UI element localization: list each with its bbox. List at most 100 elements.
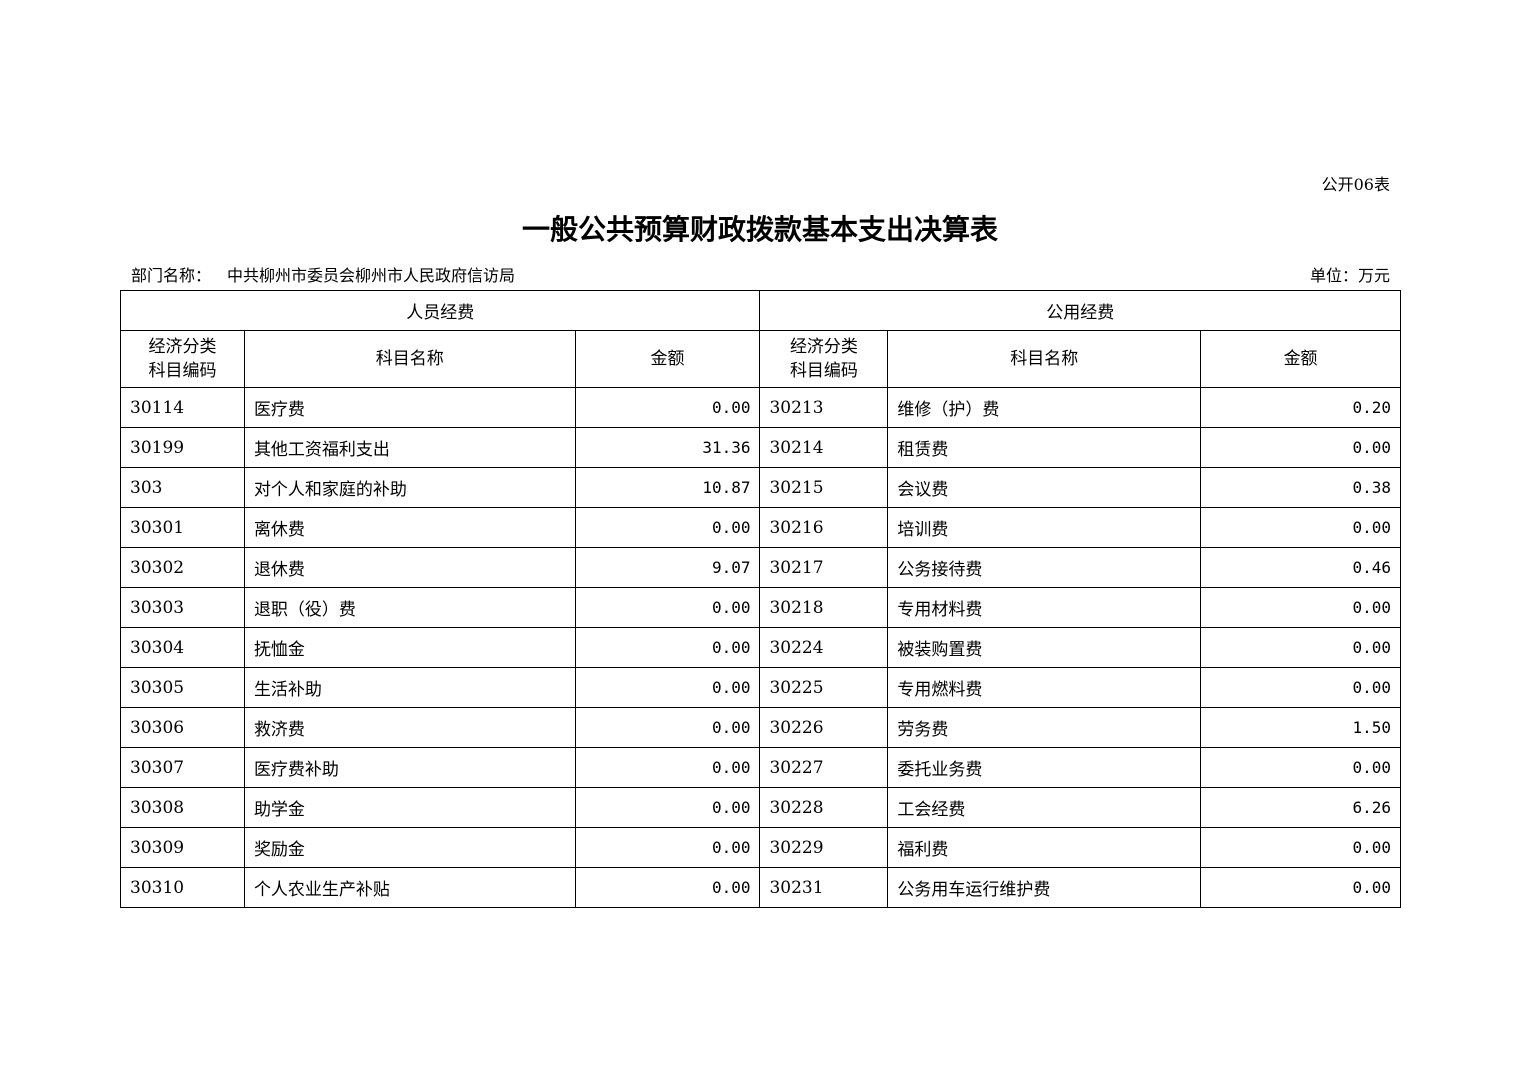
cell-amount: 1.50 [1200,707,1401,748]
cell-code: 30114 [120,387,245,428]
cell-amount: 0.00 [574,387,761,428]
cell-amount: 0.00 [1200,507,1401,548]
cell-code: 30303 [120,587,245,628]
table-row: 30310 个人农业生产补贴 0.00 30231 公务用车运行维护费 0.00 [120,867,1401,908]
cell-amount: 0.00 [574,667,761,708]
cell-name: 退职（役）费 [243,587,576,628]
column-header-row: 经济分类 科目编码 科目名称 金额 经济分类 科目编码 科目名称 金额 [120,330,1401,388]
cell-code: 30310 [120,867,245,908]
cell-name: 福利费 [887,827,1202,868]
table-row: 30302 退休费 9.07 30217 公务接待费 0.46 [120,547,1401,588]
cell-name: 助学金 [243,787,576,828]
header-amount: 金额 [574,330,761,388]
header-code: 经济分类 科目编码 [759,330,889,388]
table-row: 30309 奖励金 0.00 30229 福利费 0.00 [120,827,1401,868]
cell-name: 救济费 [243,707,576,748]
cell-name: 专用材料费 [887,587,1202,628]
cell-code: 30217 [759,547,889,588]
cell-name: 被装购置费 [887,627,1202,668]
cell-name: 劳务费 [887,707,1202,748]
cell-name: 委托业务费 [887,747,1202,788]
cell-name: 抚恤金 [243,627,576,668]
cell-code: 30216 [759,507,889,548]
cell-name: 医疗费 [243,387,576,428]
cell-code: 30224 [759,627,889,668]
page-title: 一般公共预算财政拨款基本支出决算表 [521,213,998,246]
cell-amount: 0.20 [1200,387,1401,428]
table-row: 30306 救济费 0.00 30226 劳务费 1.50 [120,707,1401,748]
cell-name: 专用燃料费 [887,667,1202,708]
cell-code: 30305 [120,667,245,708]
cell-amount: 0.00 [574,707,761,748]
cell-amount: 0.00 [574,827,761,868]
group-header-row: 人员经费 公用经费 [119,290,1401,331]
cell-name: 离休费 [243,507,576,548]
unit-label: 单位：万元 [1309,266,1390,285]
table-row: 30303 退职（役）费 0.00 30218 专用材料费 0.00 [120,587,1401,628]
header-name: 科目名称 [887,330,1202,388]
table-row: 30301 离休费 0.00 30216 培训费 0.00 [120,507,1401,548]
cell-amount: 0.00 [574,587,761,628]
cell-amount: 9.07 [574,547,761,588]
cell-name: 培训费 [887,507,1202,548]
cell-amount: 0.00 [574,747,761,788]
cell-name: 租赁费 [887,427,1202,468]
cell-name: 维修（护）费 [887,387,1202,428]
cell-name: 其他工资福利支出 [243,427,576,468]
cell-name: 医疗费补助 [243,747,576,788]
cell-code: 30226 [759,707,889,748]
cell-code: 303 [120,467,245,508]
cell-name: 奖励金 [243,827,576,868]
cell-amount: 0.46 [1200,547,1401,588]
cell-amount: 10.87 [574,467,761,508]
cell-amount: 0.00 [1200,627,1401,668]
cell-code: 30231 [759,867,889,908]
cell-name: 退休费 [243,547,576,588]
form-number: 公开06表 [1321,175,1390,194]
group-public: 公用经费 [759,290,1401,331]
cell-amount: 0.00 [574,627,761,668]
cell-amount: 0.00 [574,787,761,828]
department: 部门名称： 中共柳州市委员会柳州市人民政府信访局 [131,262,515,286]
cell-code: 30306 [120,707,245,748]
cell-code: 30308 [120,787,245,828]
cell-amount: 6.26 [1200,787,1401,828]
cell-code: 30227 [759,747,889,788]
cell-name: 会议费 [887,467,1202,508]
cell-name: 对个人和家庭的补助 [243,467,576,508]
group-personnel: 人员经费 [119,290,761,331]
cell-amount: 0.00 [1200,827,1401,868]
cell-code: 30301 [120,507,245,548]
cell-code: 30309 [120,827,245,868]
header-code: 经济分类 科目编码 [120,330,245,388]
table-row: 30307 医疗费补助 0.00 30227 委托业务费 0.00 [120,747,1401,788]
cell-code: 30214 [759,427,889,468]
table-row: 30114 医疗费 0.00 30213 维修（护）费 0.20 [120,387,1401,428]
table-row: 30305 生活补助 0.00 30225 专用燃料费 0.00 [120,667,1401,708]
cell-code: 30213 [759,387,889,428]
cell-name: 公务接待费 [887,547,1202,588]
cell-code: 30199 [120,427,245,468]
table-row: 303 对个人和家庭的补助 10.87 30215 会议费 0.38 [120,467,1401,508]
table-row: 30308 助学金 0.00 30228 工会经费 6.26 [120,787,1401,828]
cell-code: 30304 [120,627,245,668]
cell-code: 30215 [759,467,889,508]
expenditure-table: 人员经费 公用经费 经济分类 科目编码 科目名称 金额 经济分类 科目编码 科目名称… [119,290,1401,908]
cell-name: 公务用车运行维护费 [887,867,1202,908]
cell-amount: 0.00 [574,507,761,548]
cell-code: 30307 [120,747,245,788]
cell-amount: 0.00 [1200,667,1401,708]
cell-amount: 0.38 [1200,467,1401,508]
cell-name: 生活补助 [243,667,576,708]
cell-amount: 0.00 [1200,867,1401,908]
cell-amount: 31.36 [574,427,761,468]
cell-code: 30225 [759,667,889,708]
cell-amount: 0.00 [574,867,761,908]
dept-label: 部门名称： [131,266,212,285]
cell-code: 30218 [759,587,889,628]
table-row: 30199 其他工资福利支出 31.36 30214 租赁费 0.00 [120,427,1401,468]
header-name: 科目名称 [243,330,576,388]
cell-name: 工会经费 [887,787,1202,828]
cell-amount: 0.00 [1200,747,1401,788]
cell-name: 个人农业生产补贴 [243,867,576,908]
